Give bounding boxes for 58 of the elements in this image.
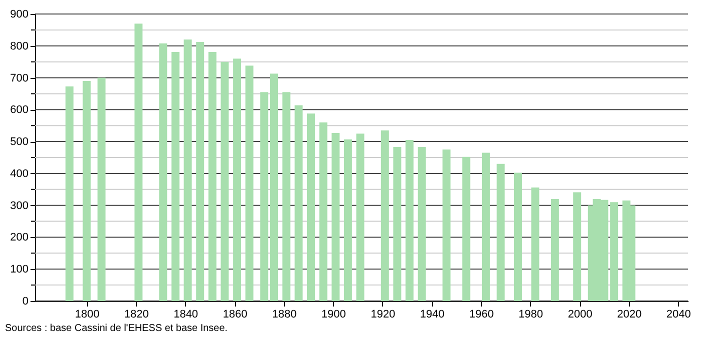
y-tick-label: 800: [10, 40, 28, 52]
bar: [294, 105, 303, 301]
bar: [220, 62, 229, 301]
bar: [610, 202, 618, 301]
bar: [380, 130, 389, 301]
x-tick-label: 1920: [370, 308, 396, 320]
x-tick-label: 2020: [617, 308, 642, 320]
bar: [550, 198, 559, 301]
bar: [496, 164, 505, 301]
bar: [306, 113, 315, 301]
bar: [98, 78, 106, 301]
bar: [159, 43, 168, 301]
y-tick-label: 400: [10, 168, 28, 180]
bar: [282, 92, 290, 301]
bar: [573, 192, 582, 301]
bar: [344, 139, 352, 301]
y-tick-label: 500: [10, 136, 28, 148]
x-tick-label: 1880: [272, 308, 297, 320]
bar: [442, 150, 451, 301]
bar: [82, 80, 91, 301]
bar: [514, 172, 522, 301]
bar: [208, 52, 216, 301]
bar: [418, 146, 426, 301]
x-tick-label: 1840: [174, 308, 198, 320]
bar: [319, 122, 328, 301]
x-tick-label: 1960: [469, 308, 494, 320]
x-tick-label: 1940: [420, 308, 444, 320]
bar: [184, 40, 192, 301]
y-tick-label: 900: [10, 8, 28, 20]
bar: [66, 86, 74, 301]
bar: [406, 140, 414, 301]
y-tick-label: 300: [10, 200, 28, 212]
x-tick-label: 1820: [124, 308, 149, 320]
bar: [171, 52, 180, 301]
y-tick-label: 200: [10, 232, 28, 244]
bar: [233, 58, 242, 301]
bar: [260, 92, 268, 301]
y-tick-label: 600: [10, 104, 28, 116]
bar: [393, 146, 402, 301]
x-tick-label: 1860: [222, 308, 248, 320]
y-tick-label: 0: [22, 296, 28, 308]
bar: [356, 134, 364, 301]
x-tick-label: 1800: [75, 308, 100, 320]
x-tick-label: 1980: [518, 308, 544, 320]
bar: [462, 156, 470, 301]
x-tick-label: 1900: [321, 308, 346, 320]
bar: [134, 24, 142, 301]
y-tick-label: 700: [10, 72, 28, 84]
x-tick-label: 2040: [666, 308, 691, 320]
bar: [270, 74, 278, 301]
bar: [332, 132, 340, 301]
y-tick-label: 100: [10, 264, 28, 276]
bar: [531, 187, 540, 301]
x-tick-label: 2000: [568, 308, 592, 320]
source-note: Sources : base Cassini de l'EHESS et base Insee.: [5, 323, 228, 334]
bar: [482, 152, 490, 301]
bar: [245, 66, 254, 301]
bar: [196, 42, 204, 301]
